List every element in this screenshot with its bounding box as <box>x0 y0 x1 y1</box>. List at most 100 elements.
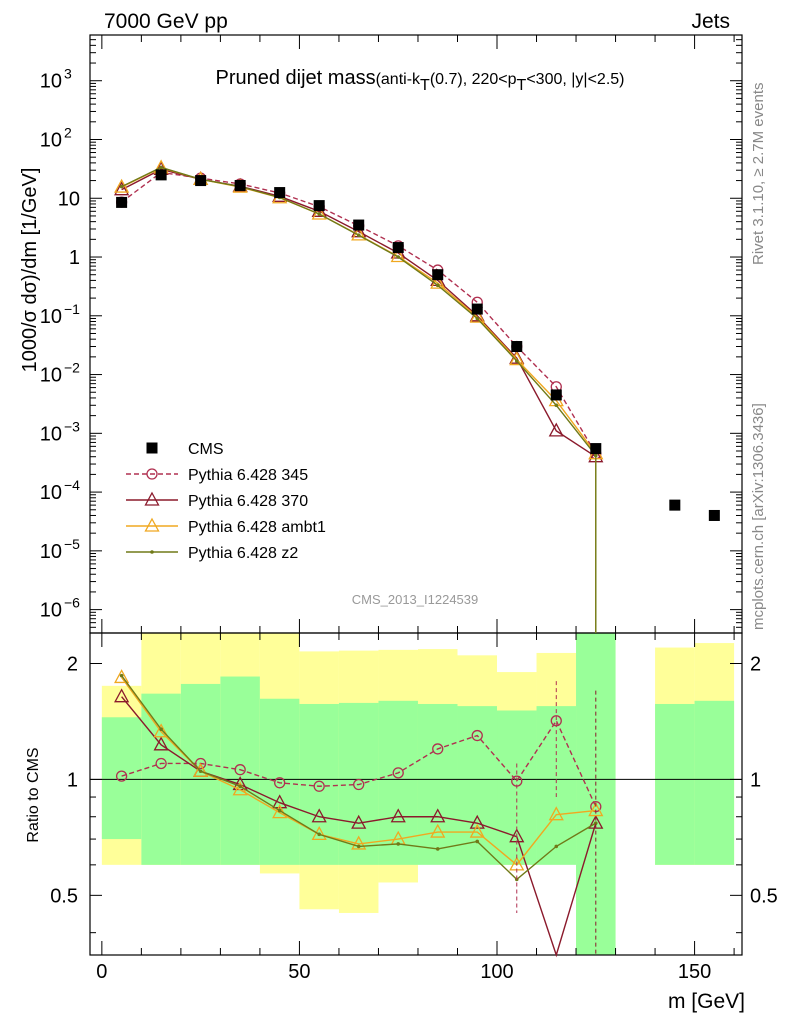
legend-marker <box>144 491 160 506</box>
series-point-3 <box>475 316 480 321</box>
data-point <box>669 499 681 511</box>
series-point-3 <box>396 255 401 259</box>
green-band <box>655 703 695 865</box>
ratio-series-layer <box>114 669 604 958</box>
series-point-1 <box>548 422 564 437</box>
data-point <box>590 443 602 455</box>
ratio-point-2 <box>469 823 485 838</box>
green-band <box>220 676 260 865</box>
y-tick-label: 10 <box>40 71 62 93</box>
data-point <box>313 200 325 212</box>
mcplots-label: mcplots.cern.ch [arXiv:1306.3436] <box>750 403 767 630</box>
ratio-tick-label-left: 1 <box>67 769 78 791</box>
data-point <box>550 389 562 401</box>
header-left: 7000 GeV pp <box>104 10 228 33</box>
y-tick-label-exponent: −3 <box>64 418 80 434</box>
y-tick-label: 10 <box>40 365 62 387</box>
data-point <box>155 169 167 181</box>
ratio-point-0 <box>115 770 128 782</box>
ratio-point-2 <box>193 762 209 777</box>
title-sub-1: T <box>420 77 430 94</box>
series-point-3 <box>554 403 559 408</box>
y-tick-label-exponent: −4 <box>64 477 80 493</box>
ratio-y-axis-label: Ratio to CMS <box>25 747 42 842</box>
ratio-point-2 <box>430 823 446 838</box>
y-tick-label: 10 <box>40 541 62 563</box>
y-tick-label: 10 <box>40 423 62 445</box>
ratio-point-3 <box>119 673 124 678</box>
series-point-1 <box>114 181 130 196</box>
ratio-point-2 <box>272 804 288 819</box>
green-band <box>536 706 577 865</box>
ratio-tick-label-right: 0.5 <box>750 885 778 907</box>
main-series-layer <box>114 159 720 633</box>
analysis-watermark: CMS_2013_I1224539 <box>352 592 479 607</box>
y-tick-label: 1 <box>69 247 80 269</box>
header-right: Jets <box>691 10 730 33</box>
series-line-3 <box>121 166 597 456</box>
ratio-point-0 <box>234 764 246 776</box>
legend-marker <box>146 442 158 454</box>
legend-marker <box>146 468 158 480</box>
data-point <box>432 269 444 281</box>
series-point-2 <box>430 274 446 289</box>
title-sub-4: <300, |y|<2.5) <box>526 71 624 88</box>
ratio-point-3 <box>554 844 559 849</box>
series-line-2 <box>121 167 597 455</box>
series-point-3 <box>317 212 321 216</box>
plot-title: Pruned dijet mass(anti-kT(0.7), 220<pT<3… <box>216 67 625 94</box>
ratio-point-1 <box>311 808 327 823</box>
ratio-point-0 <box>155 757 167 770</box>
y-tick-label-exponent: −1 <box>64 301 80 317</box>
ratio-point-0 <box>194 757 207 770</box>
ratio-point-3 <box>475 839 480 844</box>
ratio-point-3 <box>435 847 440 851</box>
y-tick-label: 10 <box>40 482 62 504</box>
ratio-point-3 <box>317 832 321 837</box>
ratio-point-3 <box>396 842 401 846</box>
y-tick-label: 10 <box>40 306 62 328</box>
ratio-point-3 <box>356 844 361 849</box>
series-line-0 <box>121 171 597 455</box>
ratio-point-1 <box>588 814 604 829</box>
series-point-2 <box>509 351 525 366</box>
series-point-3 <box>119 184 124 189</box>
y-tick-label-exponent: −5 <box>64 536 80 552</box>
ratio-point-0 <box>353 778 365 791</box>
data-point <box>511 341 523 353</box>
ratio-tick-label-left: 2 <box>67 653 78 675</box>
series-line-1 <box>121 168 597 458</box>
ratio-point-2 <box>351 835 367 850</box>
ratio-point-3 <box>238 784 242 789</box>
y-tick-label: 10 <box>40 129 62 151</box>
legend-label: Pythia 6.428 345 <box>188 467 308 484</box>
ratio-axis-ticks: 2 2 1 1 0.5 0.5 <box>50 653 778 934</box>
data-point <box>116 196 128 208</box>
x-tick-label: 0 <box>96 961 107 983</box>
green-band <box>101 717 142 840</box>
ratio-point-3 <box>277 808 282 813</box>
series-point-3 <box>514 359 519 363</box>
ratio-point-1 <box>114 688 130 703</box>
ratio-point-0 <box>392 767 404 779</box>
green-band <box>180 683 221 865</box>
ratio-point-0 <box>313 780 325 792</box>
ratio-point-3 <box>593 821 598 825</box>
title-sub-2: (0.7), 220<p <box>430 71 517 88</box>
ratio-point-1 <box>469 814 485 829</box>
series-point-3 <box>435 283 440 288</box>
ratio-point-2 <box>114 669 130 684</box>
title-sub-3: T <box>517 77 527 94</box>
ratio-point-1 <box>153 736 169 751</box>
data-point <box>195 175 207 187</box>
ratio-point-2 <box>311 825 327 841</box>
ratio-point-2 <box>588 802 604 817</box>
x-tick-label: 150 <box>678 961 711 983</box>
data-point <box>353 219 365 231</box>
ratio-point-0 <box>471 729 483 742</box>
main-plot-frame <box>89 34 743 634</box>
ratio-tick-label-left: 0.5 <box>50 885 78 907</box>
ratio-point-0 <box>432 743 444 755</box>
